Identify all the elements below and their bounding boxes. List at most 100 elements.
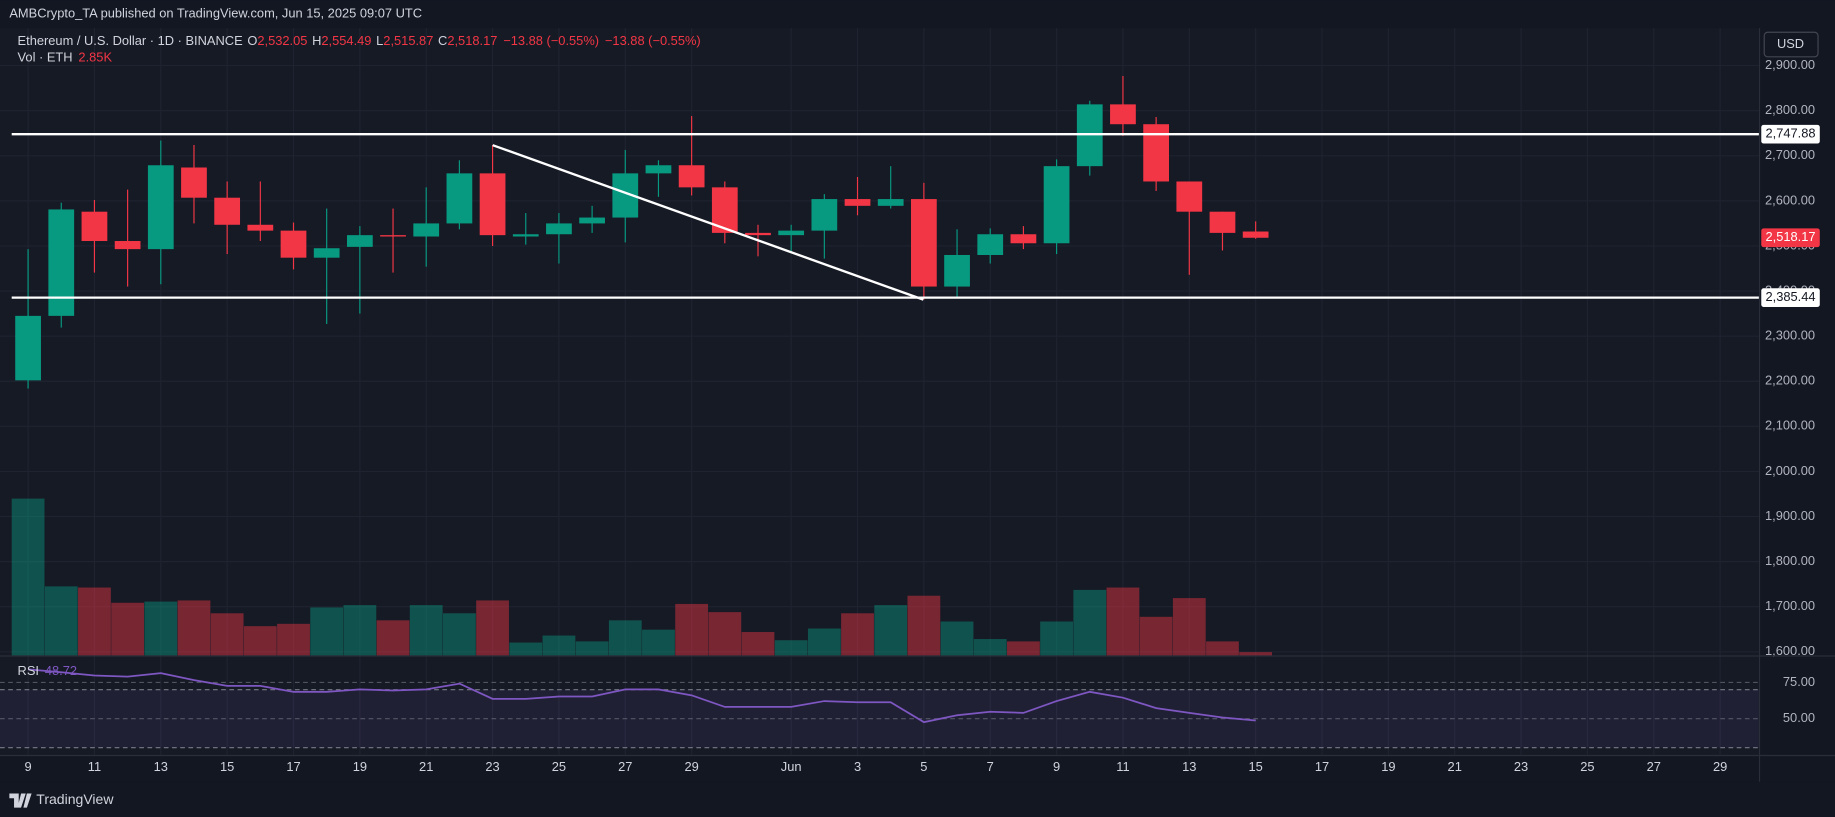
volume-bar xyxy=(1073,589,1107,656)
candle-body xyxy=(1176,181,1203,212)
candle-body xyxy=(1242,231,1269,238)
candle-body xyxy=(346,235,373,247)
x-tick-label: 17 xyxy=(1315,759,1329,774)
brand-logo xyxy=(9,793,32,808)
volume-bar xyxy=(642,629,675,656)
candle-body xyxy=(678,165,705,188)
rsi-legend: RSI 48.72 xyxy=(18,663,77,678)
volume-bar xyxy=(78,587,111,656)
currency-button[interactable] xyxy=(1763,31,1819,58)
volume-name: Vol · ETH xyxy=(18,50,73,65)
volume-bar xyxy=(907,595,941,656)
candle-body xyxy=(181,167,207,198)
overlay-layer: 1,600.00 1,700.00 1,800.00 1,900.00 2,000.00… xyxy=(11,57,1820,774)
volume-bar xyxy=(509,642,543,656)
rsi-tick-label: 75.00 xyxy=(1783,674,1815,689)
candle-body xyxy=(944,254,970,287)
x-tick-label: 25 xyxy=(552,759,566,774)
candle-body xyxy=(911,199,937,287)
volume-bar xyxy=(277,623,310,656)
volume-bar xyxy=(973,639,1007,656)
candle-body xyxy=(877,199,904,206)
volume-bar xyxy=(443,613,476,656)
volume-bar xyxy=(874,605,908,656)
volume-bar xyxy=(1172,598,1206,656)
volume-bar xyxy=(310,607,344,656)
symbol-title: Ethereum / U.S. Dollar · 1D · BINANCE xyxy=(18,34,244,49)
candle-body xyxy=(1143,124,1169,182)
y-tick-label: 1,900.00 xyxy=(1765,508,1815,523)
x-tick-label: 19 xyxy=(353,759,367,774)
rsi-value: 48.72 xyxy=(45,663,77,678)
change: −13.88 (−0.55%) xyxy=(503,34,599,49)
volume-bar xyxy=(774,640,808,656)
volume-bar xyxy=(542,635,576,656)
volume-bar xyxy=(675,603,709,656)
x-tick-label: 29 xyxy=(1713,759,1727,774)
ohlc-key: C xyxy=(438,34,447,49)
volume-bar xyxy=(1007,641,1040,656)
volume-bar xyxy=(343,605,377,656)
ohlc-key: O xyxy=(247,34,257,49)
candle-body xyxy=(479,173,506,236)
volume-bar xyxy=(243,626,277,656)
x-tick-label: 21 xyxy=(1448,759,1462,774)
x-tick-label: 11 xyxy=(88,759,101,774)
change: −13.88 (−0.55%) xyxy=(605,34,701,49)
x-tick-label: 21 xyxy=(419,759,433,774)
volume-bar xyxy=(575,641,609,656)
volume-bar xyxy=(409,605,443,656)
x-tick-label: 27 xyxy=(1647,759,1661,774)
candle-body xyxy=(1110,104,1136,125)
candle-body xyxy=(977,234,1004,255)
y-tick-label: 2,600.00 xyxy=(1765,192,1815,207)
candle-body xyxy=(15,315,41,381)
y-tick-label: 2,700.00 xyxy=(1765,147,1815,162)
x-tick-label: 27 xyxy=(618,759,632,774)
y-tick-label: 1,600.00 xyxy=(1765,643,1815,658)
x-tick-label: 23 xyxy=(1514,759,1528,774)
volume-legend: Vol · ETH 2.85K xyxy=(18,50,113,65)
candle-body xyxy=(1043,166,1070,244)
level-tag xyxy=(1761,288,1820,307)
level-label: 2,385.44 xyxy=(1765,289,1815,304)
volume-bar xyxy=(210,613,244,656)
volume-layer xyxy=(11,498,1273,656)
volume-bar xyxy=(1106,587,1140,656)
ohlc-value: 2,518.17 xyxy=(447,34,497,49)
symbol-legend: Ethereum / U.S. Dollar · 1D · BINANCE O2,… xyxy=(18,34,701,49)
rsi-line xyxy=(28,668,1256,724)
candle-body xyxy=(214,197,241,225)
volume-bar xyxy=(476,600,509,656)
candle-body xyxy=(81,211,108,242)
ohlc-key: L xyxy=(376,34,383,49)
grid xyxy=(0,28,1759,755)
ohlc-key: H xyxy=(312,34,321,49)
x-tick-label: 9 xyxy=(25,759,32,774)
volume-bar xyxy=(741,632,775,656)
candle-body xyxy=(546,223,572,235)
candle-body xyxy=(844,199,871,206)
volume-bar xyxy=(144,601,178,656)
currency-label: USD xyxy=(1777,36,1804,51)
y-tick-label: 1,700.00 xyxy=(1765,598,1815,613)
x-tick-label: 19 xyxy=(1381,759,1395,774)
x-tick-label: 7 xyxy=(987,759,994,774)
volume-bar xyxy=(11,498,45,656)
last-price-label: 2,518.17 xyxy=(1765,229,1815,244)
ohlc-value: 2,532.05 xyxy=(257,34,307,49)
candle-body xyxy=(1209,211,1236,233)
volume-value: 2.85K xyxy=(78,50,112,65)
y-tick-label: 2,900.00 xyxy=(1765,57,1815,72)
volume-bar xyxy=(708,612,742,656)
y-tick-label: 2,800.00 xyxy=(1765,102,1815,117)
volume-bar xyxy=(1139,616,1173,656)
last-price-tag xyxy=(1761,228,1820,248)
candle-body xyxy=(114,241,141,250)
level-tag xyxy=(1761,124,1820,144)
volume-bar xyxy=(807,628,841,656)
published-note: AMBCrypto_TA published on TradingView.co… xyxy=(9,6,422,21)
candle-layer xyxy=(15,75,1269,389)
